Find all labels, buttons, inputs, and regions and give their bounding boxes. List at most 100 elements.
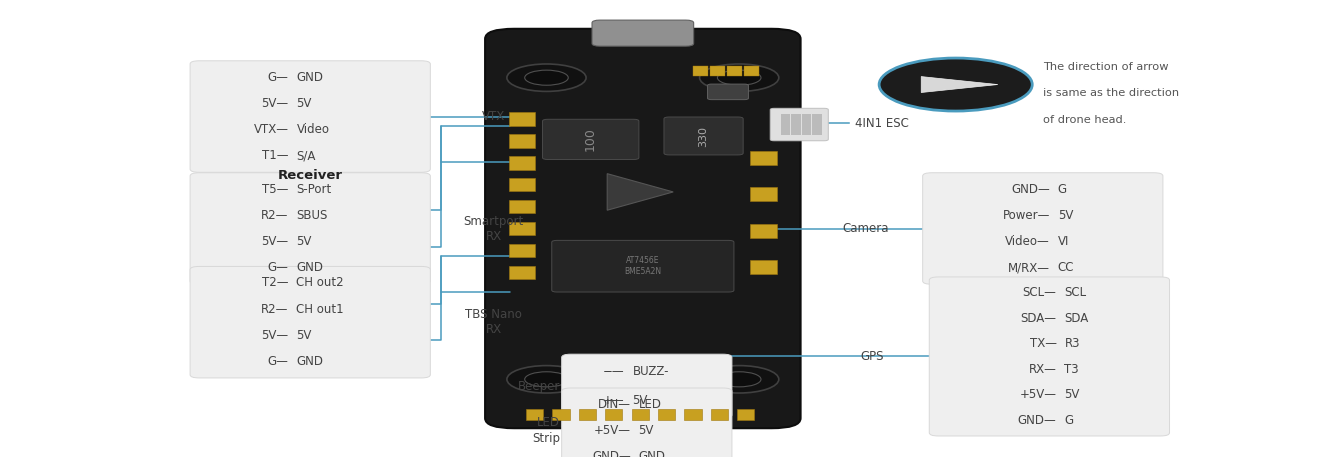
FancyBboxPatch shape [508, 266, 536, 279]
Text: R3: R3 [1064, 337, 1080, 350]
Text: G: G [1064, 414, 1073, 426]
FancyBboxPatch shape [578, 409, 595, 420]
Text: CH out2: CH out2 [297, 276, 345, 289]
Text: 5V—: 5V— [261, 97, 289, 110]
Text: CC: CC [1057, 261, 1074, 274]
Text: 5V: 5V [297, 97, 312, 110]
FancyBboxPatch shape [508, 112, 536, 126]
Text: RX—: RX— [1028, 363, 1056, 376]
FancyBboxPatch shape [710, 409, 729, 420]
FancyBboxPatch shape [631, 409, 649, 420]
FancyBboxPatch shape [190, 173, 430, 284]
FancyBboxPatch shape [923, 173, 1163, 284]
Text: SDA: SDA [1064, 312, 1089, 325]
FancyBboxPatch shape [525, 409, 544, 420]
Text: S/A: S/A [297, 149, 315, 162]
Text: R2—: R2— [261, 209, 289, 222]
FancyBboxPatch shape [710, 66, 725, 76]
FancyBboxPatch shape [552, 409, 570, 420]
Text: 5V: 5V [1057, 209, 1073, 222]
FancyBboxPatch shape [508, 244, 536, 257]
Text: 5V: 5V [639, 424, 653, 437]
Text: 5V: 5V [1064, 388, 1080, 401]
Text: Receiver: Receiver [277, 170, 343, 182]
Text: VI: VI [1057, 235, 1069, 248]
Text: AT7456E
BME5A2N: AT7456E BME5A2N [624, 256, 661, 276]
Text: SBUS: SBUS [297, 209, 327, 222]
Text: Camera: Camera [842, 222, 890, 235]
Circle shape [718, 372, 760, 387]
Text: +—: +— [603, 394, 624, 407]
Text: TX—: TX— [1030, 337, 1056, 350]
FancyBboxPatch shape [929, 277, 1170, 436]
Text: The direction of arrow: The direction of arrow [1043, 62, 1168, 72]
Circle shape [718, 70, 760, 85]
Text: 5V: 5V [297, 329, 312, 342]
Text: Smartport
RX: Smartport RX [463, 214, 524, 243]
FancyBboxPatch shape [664, 117, 743, 155]
Circle shape [507, 366, 586, 393]
Text: T1—: T1— [261, 149, 289, 162]
Text: CH out1: CH out1 [297, 303, 345, 315]
FancyBboxPatch shape [543, 119, 639, 159]
Circle shape [525, 372, 568, 387]
Text: Video—: Video— [1005, 235, 1049, 248]
FancyBboxPatch shape [591, 20, 694, 46]
FancyBboxPatch shape [484, 29, 800, 428]
FancyBboxPatch shape [750, 151, 776, 165]
FancyBboxPatch shape [708, 84, 748, 100]
FancyBboxPatch shape [190, 266, 430, 378]
Text: T2—: T2— [261, 276, 289, 289]
Text: GND—: GND— [1011, 183, 1049, 196]
Text: T3: T3 [1064, 363, 1078, 376]
Text: G—: G— [268, 355, 289, 368]
FancyBboxPatch shape [792, 114, 800, 135]
Text: 4IN1 ESC: 4IN1 ESC [855, 117, 909, 130]
Polygon shape [607, 174, 673, 210]
Circle shape [525, 70, 568, 85]
Polygon shape [921, 77, 998, 92]
Text: GPS: GPS [861, 350, 884, 363]
FancyBboxPatch shape [605, 409, 623, 420]
Text: GND: GND [297, 355, 323, 368]
Text: VTX: VTX [482, 110, 506, 123]
Text: BUZZ-: BUZZ- [632, 365, 669, 378]
Text: G—: G— [268, 261, 289, 274]
Text: GND—: GND— [1018, 414, 1056, 426]
Text: LED: LED [537, 416, 561, 429]
FancyBboxPatch shape [552, 240, 734, 292]
FancyBboxPatch shape [737, 409, 755, 420]
Text: GND: GND [639, 450, 665, 457]
Text: GND: GND [297, 261, 323, 274]
FancyBboxPatch shape [750, 224, 776, 238]
Text: 5V: 5V [297, 235, 312, 248]
Text: of drone head.: of drone head. [1043, 115, 1126, 125]
Text: R2—: R2— [261, 303, 289, 315]
Text: VTX—: VTX— [253, 123, 289, 136]
Circle shape [700, 366, 779, 393]
Text: SDA—: SDA— [1020, 312, 1056, 325]
Text: +5V—: +5V— [1019, 388, 1056, 401]
Text: LED: LED [639, 398, 661, 411]
Text: +5V—: +5V— [594, 424, 631, 437]
FancyBboxPatch shape [750, 260, 776, 274]
Text: G: G [1057, 183, 1067, 196]
FancyBboxPatch shape [813, 114, 821, 135]
Circle shape [700, 64, 779, 91]
FancyBboxPatch shape [803, 114, 810, 135]
Text: Power—: Power— [1003, 209, 1049, 222]
FancyBboxPatch shape [771, 108, 829, 141]
FancyBboxPatch shape [693, 66, 708, 76]
FancyBboxPatch shape [781, 114, 789, 135]
FancyBboxPatch shape [684, 409, 702, 420]
Text: is same as the direction: is same as the direction [1043, 88, 1179, 98]
Text: 100: 100 [583, 128, 597, 151]
FancyBboxPatch shape [562, 388, 731, 457]
Text: S-Port: S-Port [297, 183, 331, 196]
Text: TBS Nano
RX: TBS Nano RX [465, 308, 523, 336]
FancyBboxPatch shape [657, 409, 675, 420]
Text: SCL—: SCL— [1023, 287, 1056, 299]
FancyBboxPatch shape [508, 222, 536, 235]
FancyBboxPatch shape [190, 61, 430, 172]
Text: 5V—: 5V— [261, 329, 289, 342]
